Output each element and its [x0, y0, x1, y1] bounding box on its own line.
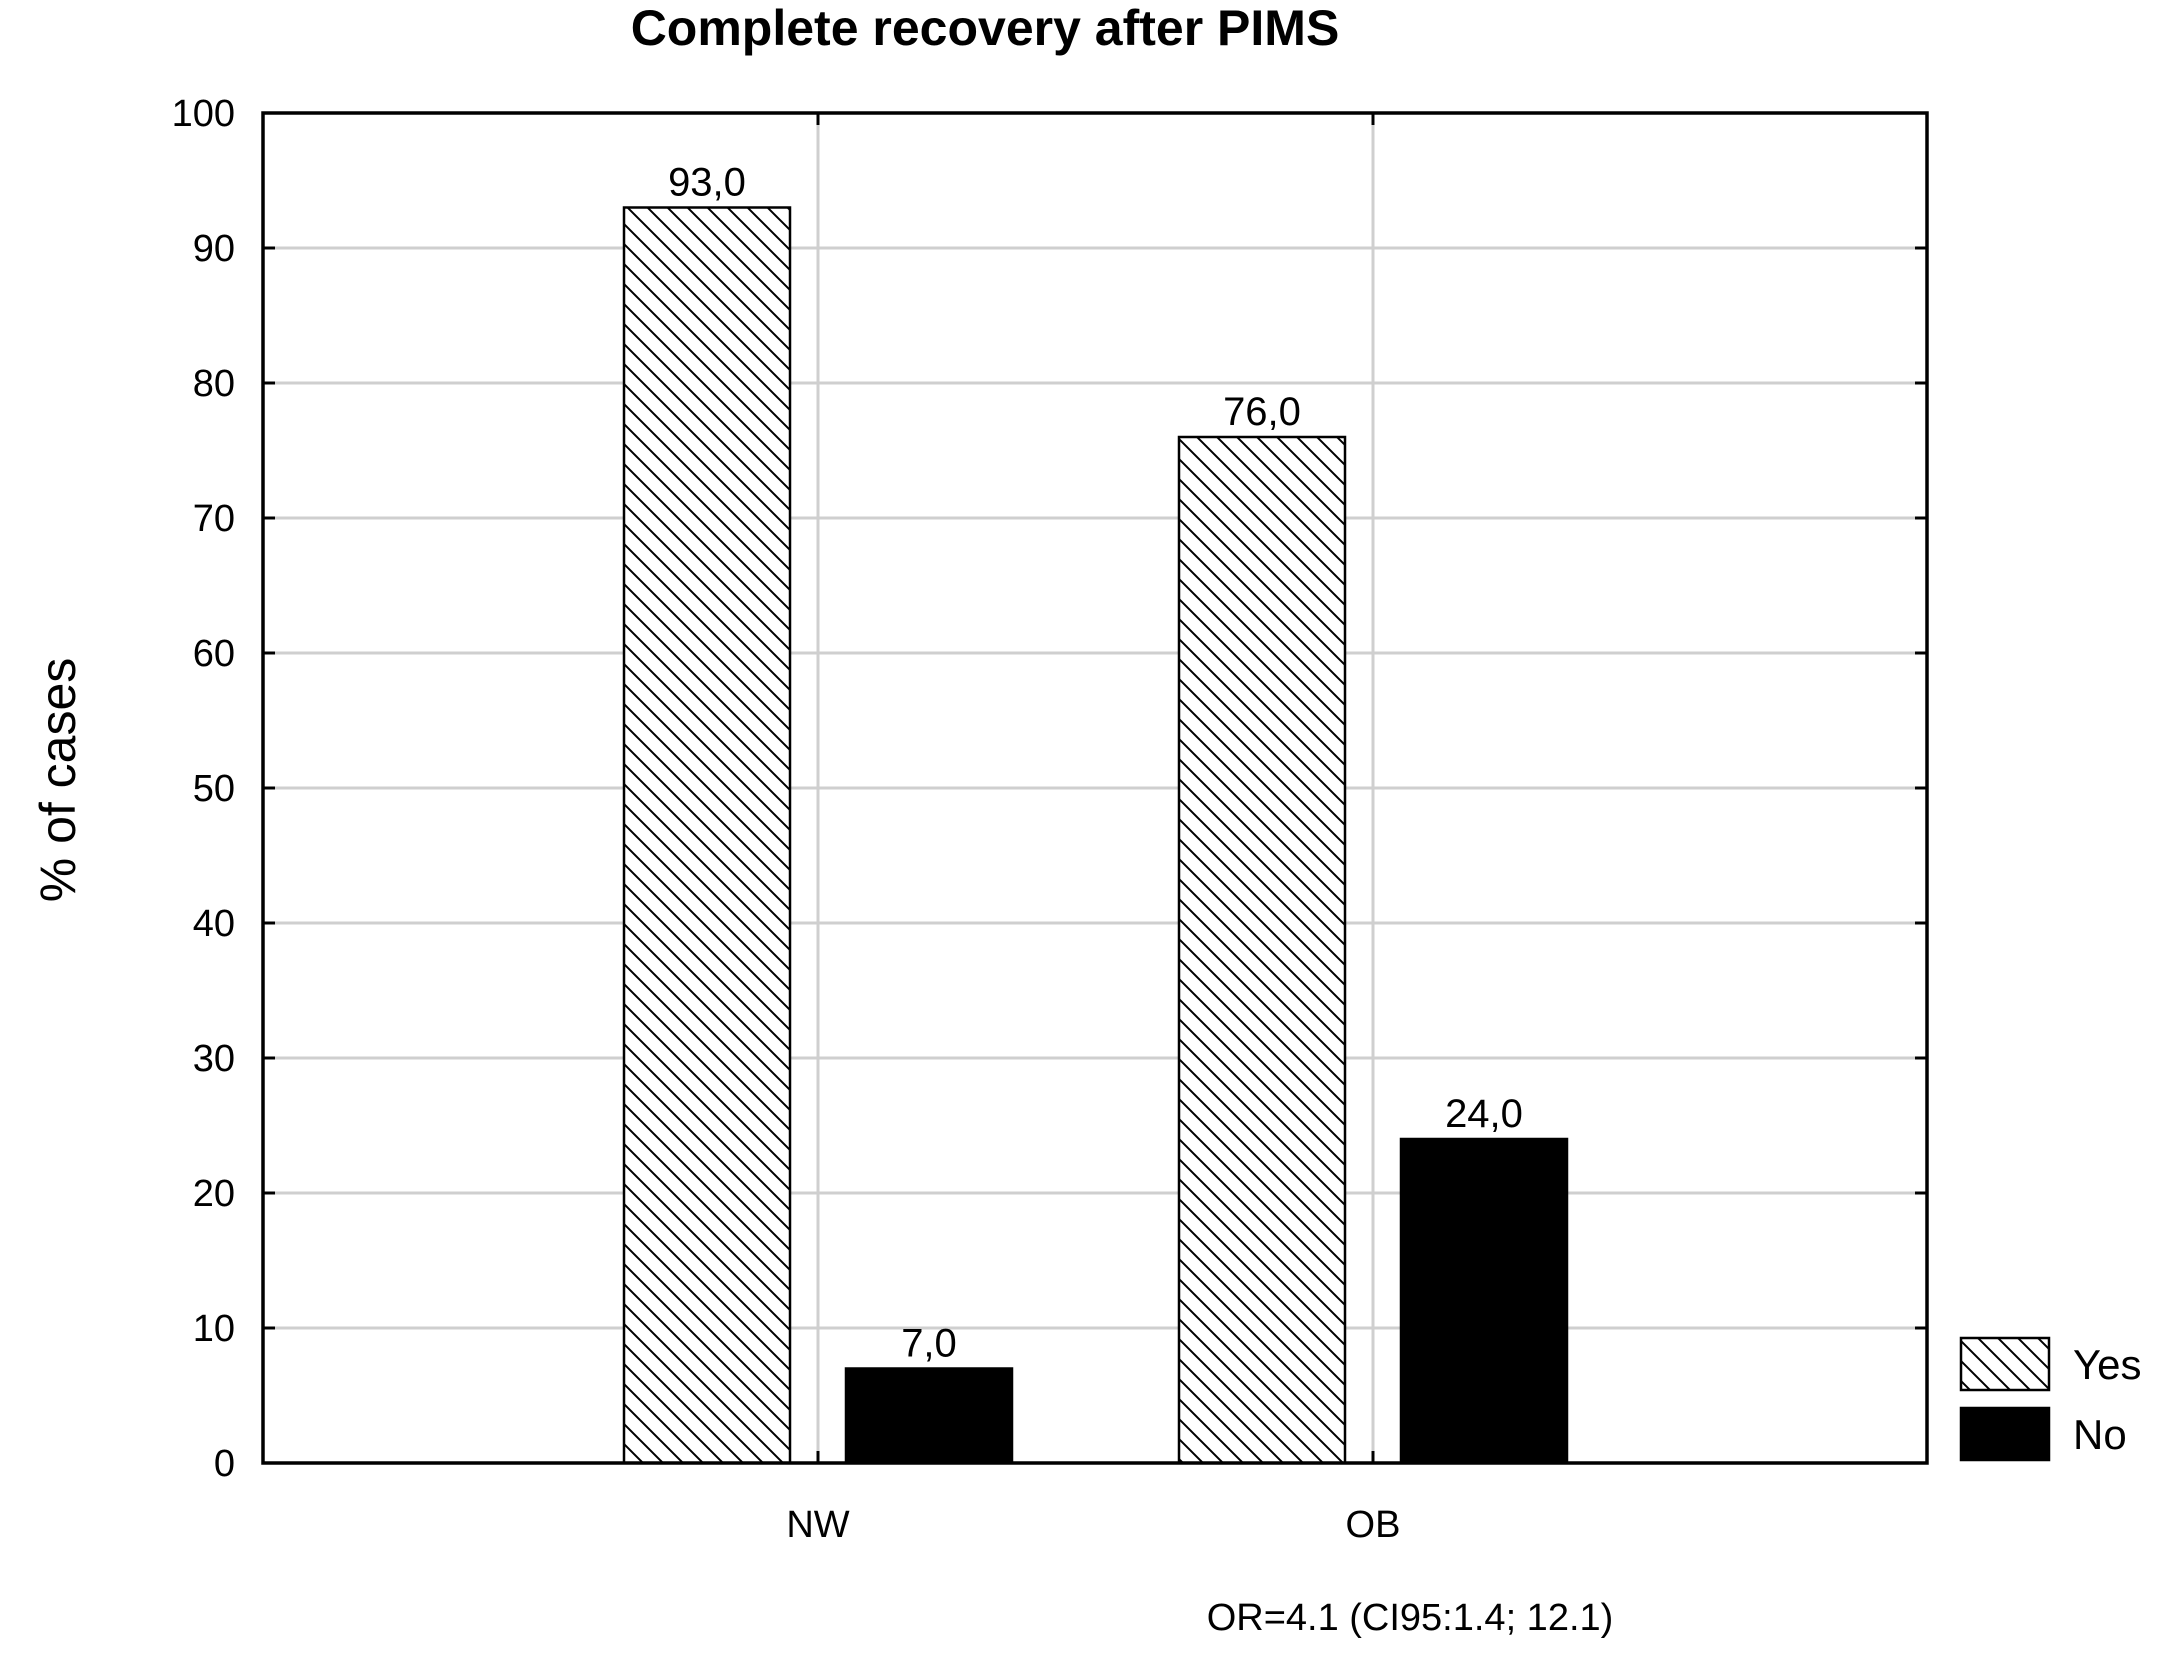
- bars-layer: [622, 206, 1569, 1465]
- data-label-no-nw: 7,0: [901, 1322, 957, 1366]
- bar-yes-nw: [622, 206, 792, 1465]
- data-label-yes-nw: 93,0: [668, 161, 746, 205]
- legend-label-no: No: [2073, 1411, 2127, 1458]
- y-ticks: 0 10 20 30 40 50 60 70 80 90 100: [172, 93, 1927, 1485]
- y-tick-label: 50: [193, 768, 235, 810]
- legend-swatch-no: [1959, 1406, 2051, 1462]
- legend-label-yes: Yes: [2073, 1341, 2142, 1388]
- y-tick-label: 60: [193, 633, 235, 675]
- y-axis-label: % of cases: [30, 658, 86, 903]
- legend-swatch-yes: [1959, 1336, 2051, 1392]
- y-tick-label: 70: [193, 498, 235, 540]
- bar-no-ob: [1399, 1137, 1569, 1465]
- y-tick-label: 80: [193, 363, 235, 405]
- y-tick-label: 90: [193, 228, 235, 270]
- y-tick-label: 40: [193, 903, 235, 945]
- bar-no-nw: [844, 1367, 1014, 1465]
- odds-ratio-annotation: OR=4.1 (CI95:1.4; 12.1): [1207, 1597, 1614, 1639]
- x-category-label-ob: OB: [1346, 1504, 1401, 1546]
- x-category-labels: NW OB: [786, 113, 1400, 1546]
- x-category-label-nw: NW: [786, 1504, 849, 1546]
- grid-layer: [263, 113, 1927, 1463]
- y-tick-label: 0: [214, 1443, 235, 1485]
- y-tick-label: 10: [193, 1308, 235, 1350]
- chart-title: Complete recovery after PIMS: [631, 0, 1340, 56]
- y-tick-label: 30: [193, 1038, 235, 1080]
- data-label-yes-ob: 76,0: [1223, 390, 1301, 434]
- data-labels: 93,0 76,0 7,0 24,0: [668, 161, 1523, 1366]
- y-tick-label: 20: [193, 1173, 235, 1215]
- bar-yes-ob: [1177, 435, 1347, 1465]
- legend: Yes No: [1959, 1336, 2142, 1462]
- data-label-no-ob: 24,0: [1445, 1092, 1523, 1136]
- y-tick-label: 100: [172, 93, 235, 135]
